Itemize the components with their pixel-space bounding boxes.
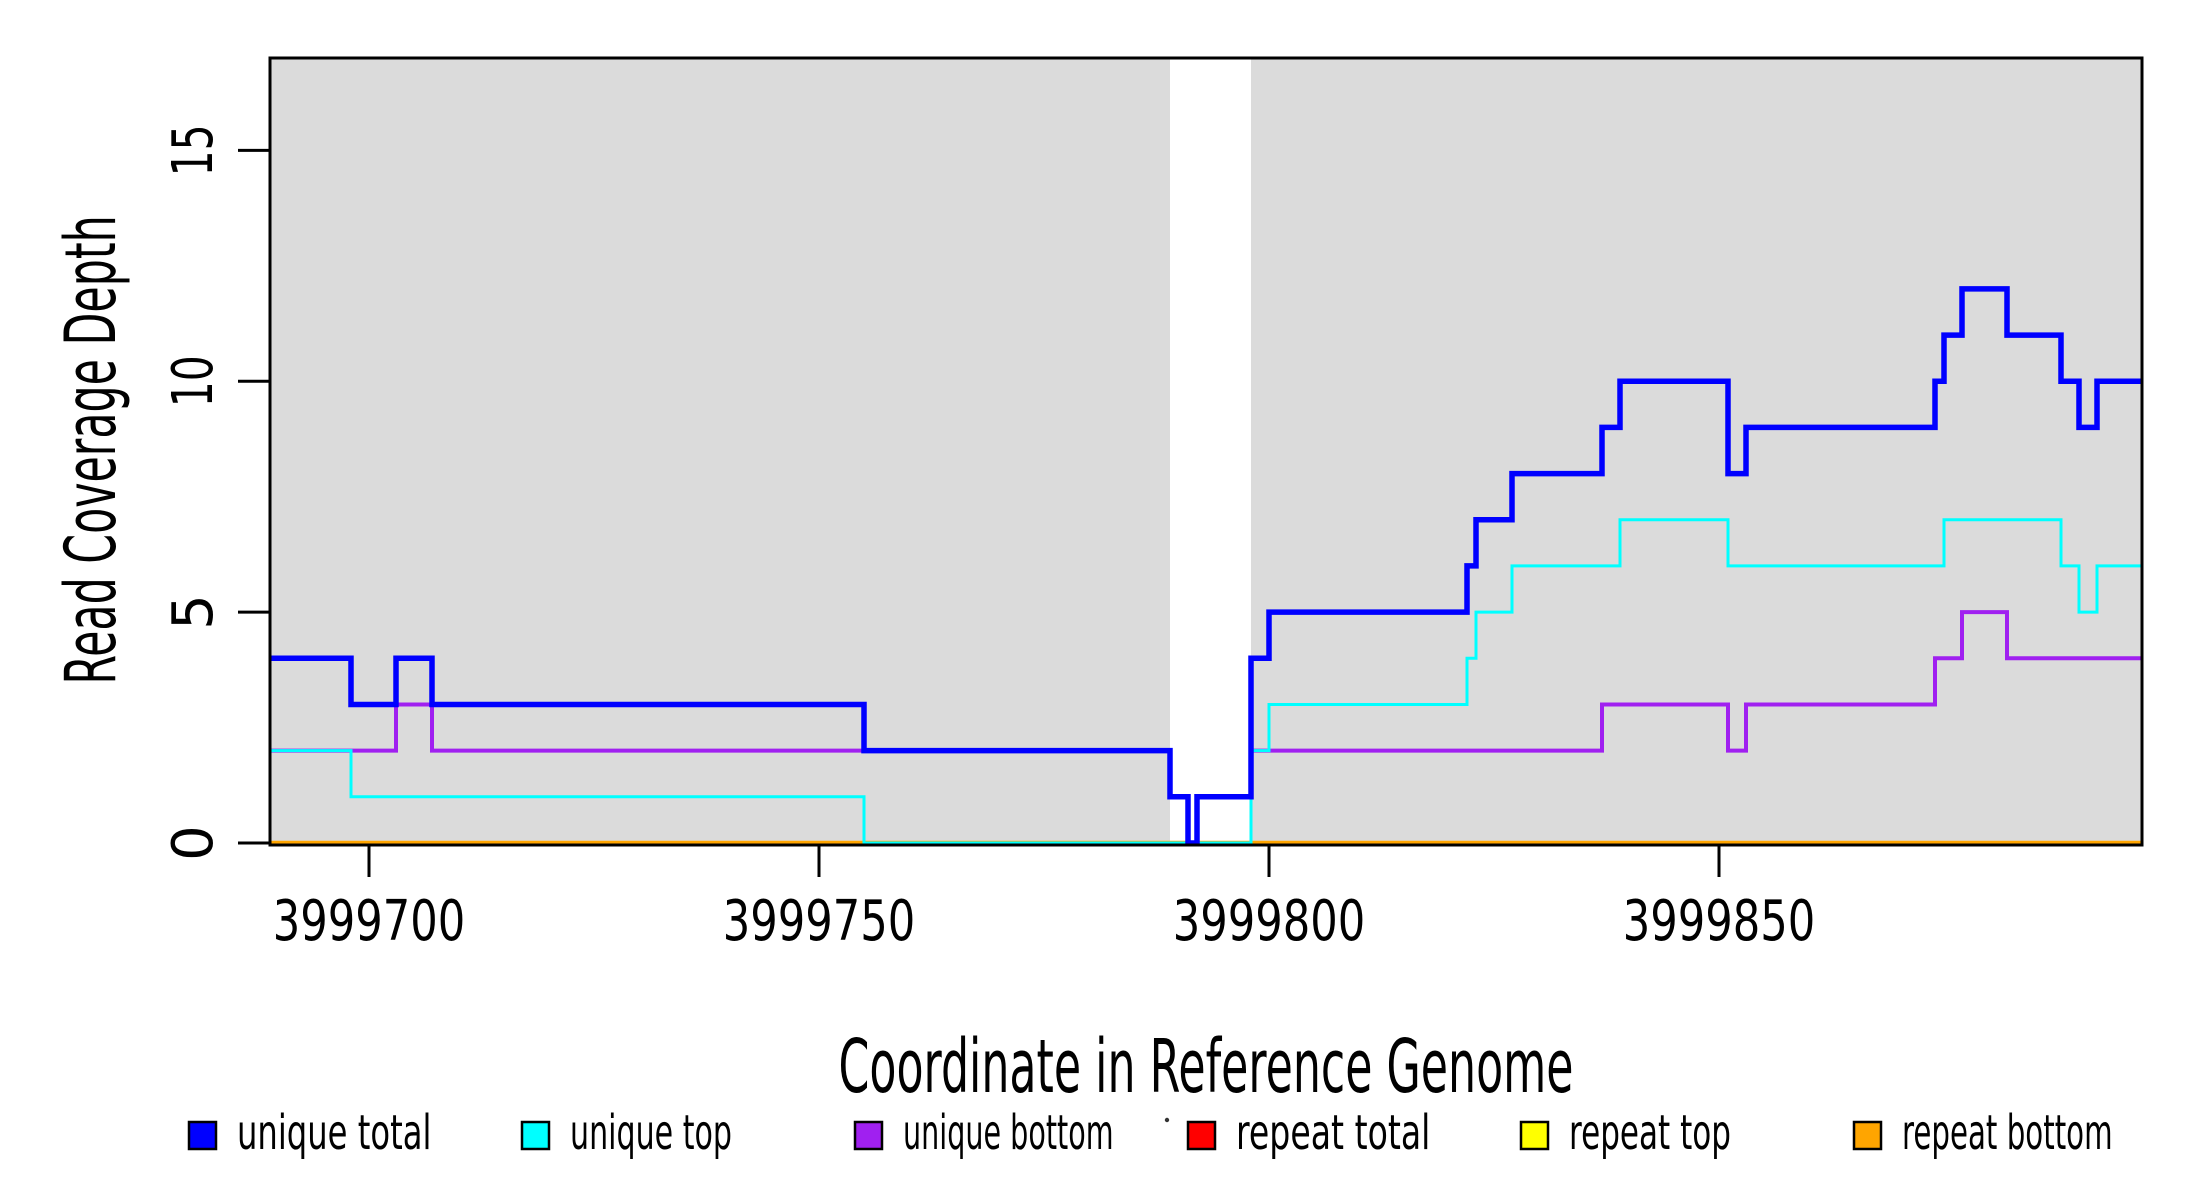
legend-label-unique-bottom: unique bottom [903,1105,1114,1161]
legend-item-repeat-bottom: repeat bottom [1852,1105,2113,1161]
legend-item-unique-bottom: unique bottom [853,1105,1114,1161]
legend: unique total unique top unique bottom repea… [187,1105,2113,1161]
stray-dot [1164,1117,1170,1123]
x-tick-label: 3999750 [723,889,916,954]
plot-border [268,56,2144,847]
series-unique-top-line [270,518,2142,845]
repeat-top-swatch-icon [1519,1120,1550,1151]
legend-item-unique-total: unique total [187,1105,431,1161]
legend-label-unique-top: unique top [570,1105,732,1161]
legend-label-repeat-total: repeat total [1236,1105,1430,1161]
x-tick-label: 3999700 [273,889,466,954]
shaded-region-1 [1251,58,2142,845]
x-axis-label: Coordinate in Reference Genome [839,1024,1574,1110]
y-axis-label: Read Coverage Depth [50,215,132,684]
legend-label-unique-total: unique total [237,1105,431,1161]
shaded-region-0 [270,58,1170,845]
series-unique-total-line [270,286,2142,846]
y-tick-label: 5 [161,594,226,630]
series-lines [270,286,2142,846]
y-tick-label: 15 [161,124,226,176]
legend-label-repeat-top: repeat top [1569,1105,1731,1161]
x-tick-label: 3999850 [1623,889,1816,954]
legend-item-repeat-top: repeat top [1519,1105,1731,1161]
x-tick-label: 3999800 [1173,889,1366,954]
repeat-bottom-swatch-icon [1852,1120,1883,1151]
unique-top-swatch-icon [520,1120,551,1151]
legend-item-unique-top: unique top [520,1105,732,1161]
unique-bottom-swatch-icon [853,1120,884,1151]
legend-item-repeat-total: repeat total [1186,1105,1430,1161]
y-tick-label: 10 [161,355,226,407]
legend-label-repeat-bottom: repeat bottom [1902,1105,2113,1161]
repeat-total-swatch-icon [1186,1120,1217,1151]
axis-ticks: 3999700 3999750 3999800 3999850 0 5 10 15 [161,124,1815,954]
y-tick-label: 0 [161,825,226,861]
series-unique-bottom-line [270,610,2142,845]
unique-total-swatch-icon [187,1120,218,1151]
